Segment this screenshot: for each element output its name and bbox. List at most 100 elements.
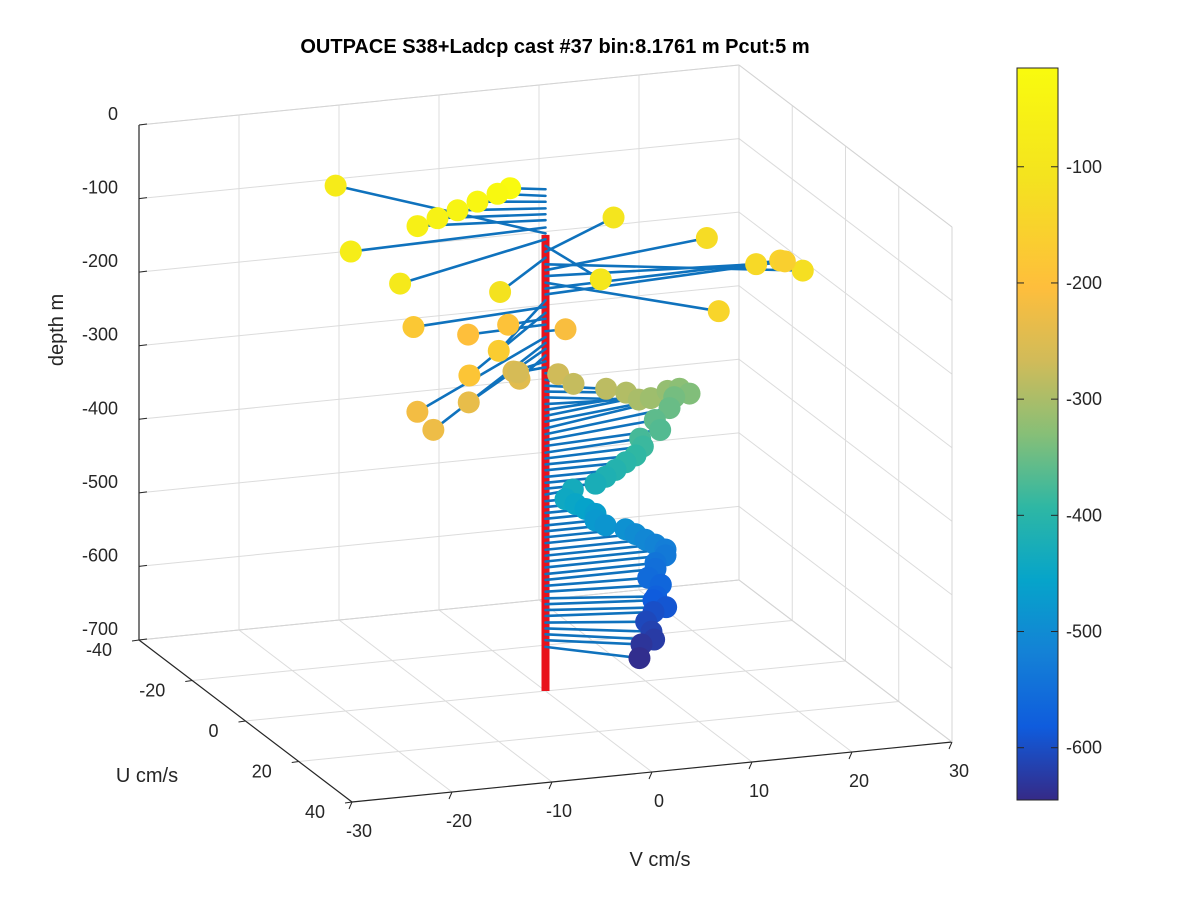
velocity-stick [544,236,709,272]
colorbar-tick-label: -100 [1066,157,1102,177]
z-tick-label: -600 [82,545,118,565]
z-tick-mark [138,270,148,273]
y-axis-label: U cm/s [116,765,178,787]
velocity-marker [773,250,796,273]
y-tick-mark [344,801,353,804]
z-tick-label: -700 [82,619,118,639]
velocity-marker [426,207,449,230]
velocity-stick [544,627,653,633]
colorbar-tick-label: -500 [1066,622,1102,642]
velocity-stick [544,595,658,600]
velocity-stick [544,598,655,606]
gridline-back-depth [138,138,740,200]
velocity-stick [544,610,655,618]
velocity-marker [554,318,577,341]
velocity-stick [544,554,667,569]
y-tick-mark [185,680,193,682]
z-tick-label: -100 [82,178,118,198]
chart-title: OUTPACE S38+Ladcp cast #37 bin:8.1761 m … [300,36,809,58]
z-tick-label: -500 [82,472,118,492]
colorbar-ticks: -100 -200 -300 -400 -500 -600 [1017,157,1102,758]
colorbar: -100 -200 -300 -400 -500 -600 [1016,67,1102,801]
velocity-marker [791,259,814,282]
velocity-marker [487,339,510,362]
x-tick-label: 10 [749,781,769,801]
gridline-back-depth [138,285,740,347]
velocity-stick [544,260,787,296]
gridline-back-depth [138,505,740,567]
velocity-marker [422,418,445,441]
colorbar-tick-label: -300 [1066,389,1102,409]
z-tick-mark [138,123,148,126]
colorbar-tick-label: -600 [1066,738,1102,758]
y-tick-label: 0 [208,721,218,741]
velocity-marker [339,240,362,263]
velocity-marker [457,323,480,346]
velocity-marker [486,182,509,205]
velocity-marker [406,400,429,423]
velocity-marker [649,418,672,441]
velocity-stick [544,437,642,454]
x-tick-mark [848,751,853,760]
x-tick-label: -10 [546,801,572,821]
velocity-marker [489,280,512,303]
x-tick-label: -30 [346,821,372,841]
colorbar-tick-label: -400 [1066,505,1102,525]
velocity-marker [457,391,480,414]
velocity-marker [562,372,585,395]
axis-edge-back [738,64,953,228]
velocity-stick [544,259,782,290]
velocity-marker [406,215,429,238]
velocity-marker [324,174,347,197]
velocity-marker [584,472,607,495]
tick-labels: 0-100-200-300-400-500-600-700-40-2002040… [82,104,969,841]
velocity-marker [707,300,730,323]
y-tick-label: 20 [252,762,272,782]
x-tick-mark [348,801,353,810]
y-tick-label: 40 [305,802,325,822]
x-tick-label: 20 [849,771,869,791]
velocity-marker [639,387,662,410]
velocity-stick [544,567,657,582]
velocity-stick [349,226,547,253]
velocity-stick [544,645,641,660]
velocity-stick [544,445,645,460]
z-axis-label: depth m [46,294,68,366]
z-tick-label: -400 [82,398,118,418]
z-tick-mark [138,638,148,641]
velocity-marker [589,268,612,291]
x-tick-mark [548,781,553,790]
axis-edge-back [138,64,740,126]
x-tick-mark [448,791,453,800]
y-tick-mark [131,639,140,642]
velocity-marker [402,316,425,339]
velocity-marker [745,253,768,276]
axis-edge-back [738,579,953,743]
gridline-floor-u [192,620,793,681]
velocity-marker [658,397,681,420]
axis-edge-back [138,579,740,641]
velocity-stick [398,237,547,285]
velocity-stick [416,335,547,414]
z-tick-label: -200 [82,251,118,271]
velocity-stick [544,620,648,624]
gridline-back-depth [138,358,740,420]
z-tick-mark [138,197,148,200]
velocity-stick [544,418,657,442]
velocity-stick [544,576,650,588]
velocity-marker [594,514,617,537]
y-tick-label: -20 [139,681,165,701]
velocity-marker [507,361,530,384]
z-tick-mark [138,564,148,567]
x-tick-mark [948,741,953,750]
markers-group [324,174,814,670]
gridline-back-depth [138,211,740,273]
y-tick-mark [238,720,246,723]
colorbar-gradient [1016,67,1059,801]
velocity-stick [544,281,721,313]
velocity-stick [544,262,758,278]
x-tick-label: 30 [949,761,969,781]
z-tick-label: -300 [82,325,118,345]
z-tick-mark [138,491,148,494]
